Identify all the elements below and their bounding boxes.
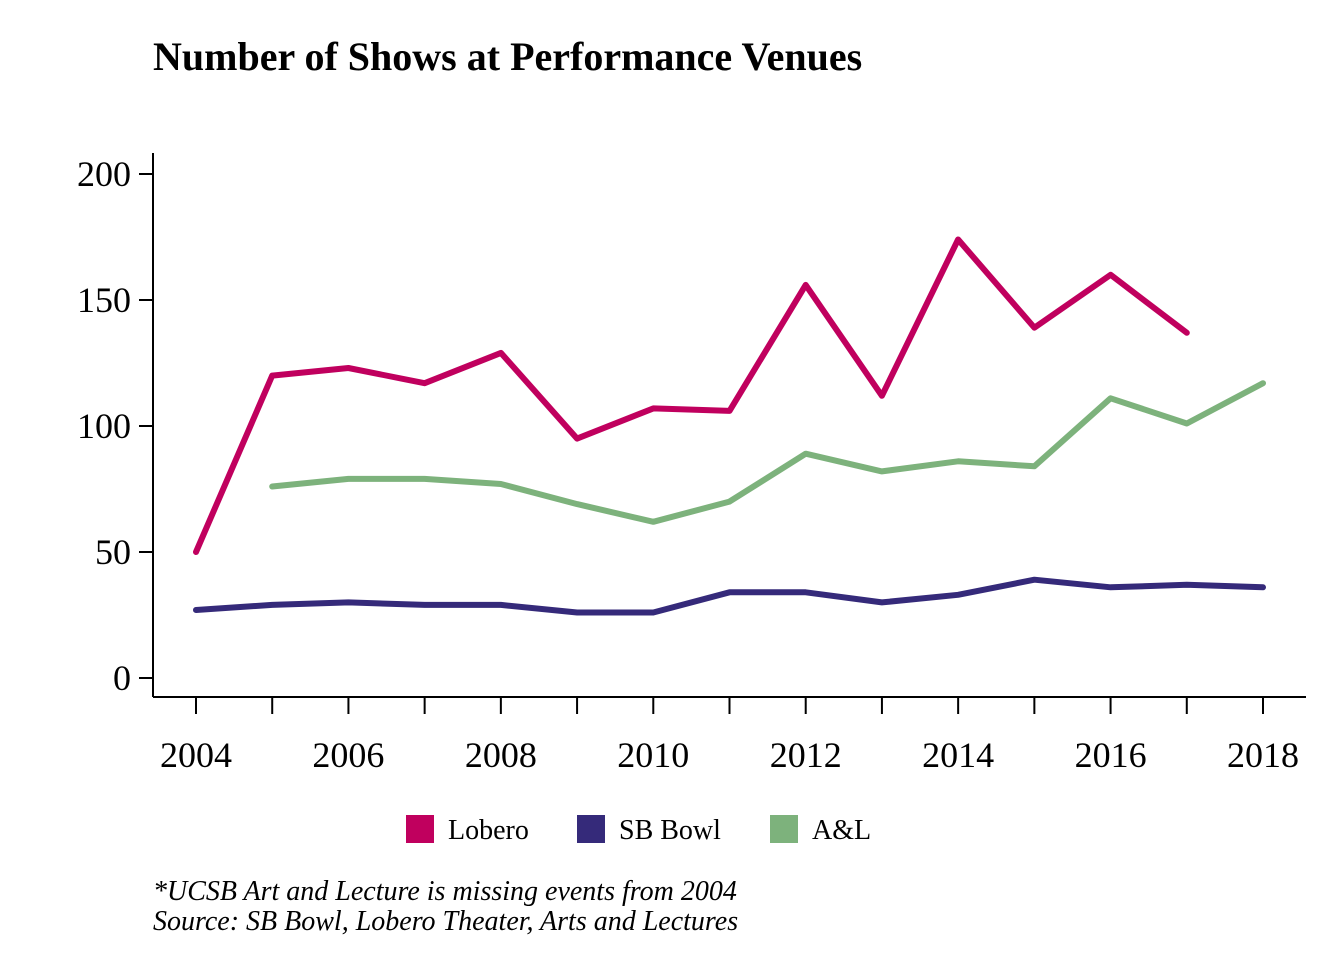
y-tick-label: 150 (77, 280, 131, 320)
series-line-1 (193, 576, 1266, 616)
y-tick-label: 100 (77, 406, 131, 446)
legend-swatch (406, 815, 434, 843)
axes: 0 50 100 150 200 2004 2006 2008 2010 2012 2014 2016… (77, 153, 1306, 775)
y-tick-label: 0 (113, 658, 131, 698)
series-line-0 (193, 236, 1190, 555)
x-tick-label: 2008 (465, 735, 537, 775)
legend: Lobero SB Bowl A&L (406, 815, 871, 846)
x-tick-label: 2004 (160, 735, 232, 775)
legend-swatch (770, 815, 798, 843)
footnote: *UCSB Art and Lecture is missing events … (153, 876, 737, 907)
x-tick-label: 2010 (617, 735, 689, 775)
series-line-2 (269, 380, 1266, 525)
x-tick-label: 2006 (312, 735, 384, 775)
legend-label: Lobero (448, 815, 529, 846)
legend-label: A&L (812, 815, 871, 846)
series-lines (193, 236, 1266, 616)
source-note: Source: SB Bowl, Lobero Theater, Arts an… (153, 906, 738, 937)
x-tick-label: 2016 (1075, 735, 1147, 775)
legend-swatch (577, 815, 605, 843)
legend-label: SB Bowl (619, 815, 721, 846)
x-tick-label: 2018 (1227, 735, 1299, 775)
y-tick-label: 50 (95, 532, 131, 572)
y-tick-label: 200 (77, 154, 131, 194)
x-tick-label: 2012 (770, 735, 842, 775)
chart-title: Number of Shows at Performance Venues (153, 34, 862, 79)
x-tick-label: 2014 (922, 735, 994, 775)
